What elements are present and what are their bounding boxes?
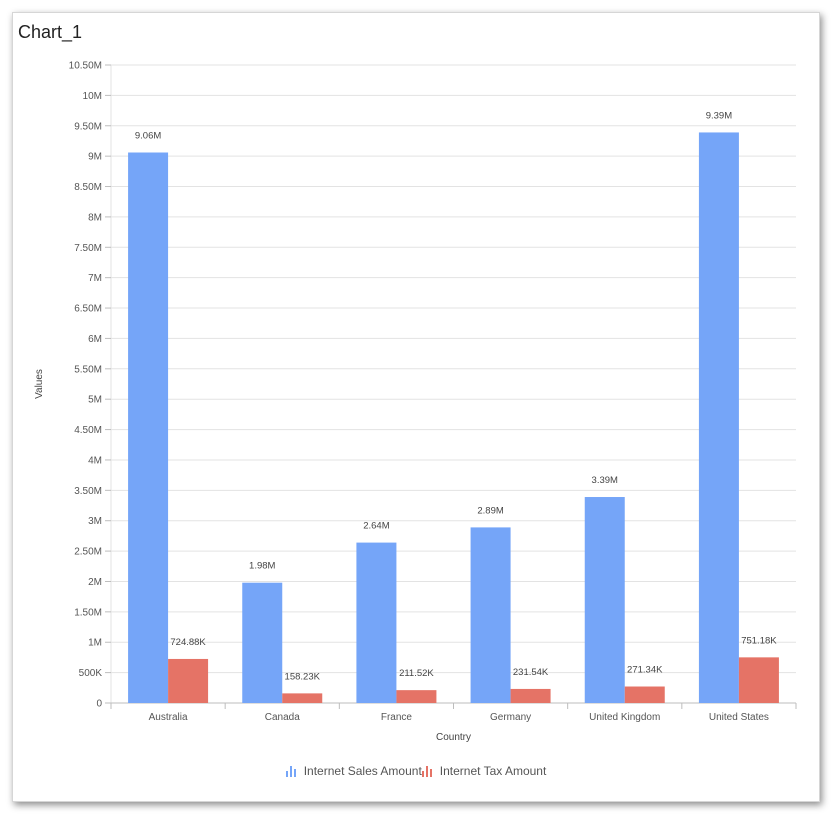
bar-tax[interactable] — [282, 693, 323, 703]
bar-chart-icon — [421, 765, 434, 777]
y-tick-label: 9M — [88, 152, 102, 163]
y-tick-label: 7.50M — [74, 243, 102, 254]
y-tick-label: 3.50M — [74, 486, 102, 497]
data-label-sales: 1.98M — [249, 561, 275, 572]
bars-layer — [128, 132, 779, 704]
data-label-tax: 271.34K — [627, 665, 663, 676]
y-tick-label: 4.50M — [74, 425, 102, 436]
legend-label-sales: Internet Sales Amount — [303, 764, 422, 778]
y-tick-label: 2M — [88, 577, 102, 588]
legend-item-tax[interactable]: Internet Tax Amount — [421, 764, 547, 778]
y-tick-label: 2.50M — [74, 547, 102, 558]
y-tick-label: 9.50M — [74, 121, 102, 132]
y-tick-label: 8M — [88, 212, 102, 223]
x-tick-label: United States — [709, 712, 769, 723]
x-axis-title: Country — [436, 732, 471, 743]
data-label-tax: 724.88K — [170, 637, 206, 648]
bar-sales[interactable] — [242, 582, 283, 703]
legend-item-sales[interactable]: Internet Sales Amount — [285, 764, 422, 778]
y-tick-label: 10.50M — [69, 61, 102, 72]
y-tick-label: 6M — [88, 334, 102, 345]
y-tick-label: 8.50M — [74, 182, 102, 193]
y-axis-title: Values — [34, 369, 45, 399]
bar-sales[interactable] — [470, 527, 511, 703]
x-tick-label: Australia — [149, 712, 188, 723]
y-tick-label: 1M — [88, 638, 102, 649]
data-label-sales: 2.64M — [363, 521, 389, 532]
bar-tax[interactable] — [168, 658, 209, 703]
y-tick-label: 1.50M — [74, 607, 102, 618]
y-tick-label: 4M — [88, 455, 102, 466]
y-axis-ticks: 0 500K 1M 1.50M 2M 2.50M 3M 3.50M 4M 4.50M 5M 5.50M… — [69, 61, 111, 710]
x-tick-label: France — [381, 712, 413, 723]
y-tick-label: 5M — [88, 395, 102, 406]
data-label-tax: 211.52K — [399, 668, 434, 679]
y-tick-label: 5.50M — [74, 364, 102, 375]
data-label-sales: 3.39M — [592, 475, 618, 486]
x-tick-label: Canada — [265, 712, 300, 723]
bar-tax[interactable] — [738, 657, 779, 703]
y-tick-label: 6.50M — [74, 304, 102, 315]
chart-card: Chart_1 0 500K 1M 1.50M 2M 2.50M 3M 3.50M 4M 4.50… — [12, 12, 820, 802]
chart-title: Chart_1 — [18, 22, 83, 42]
bar-sales[interactable] — [356, 542, 397, 703]
bar-sales[interactable] — [698, 132, 739, 704]
bar-tax[interactable] — [624, 686, 665, 703]
x-axis-ticks: Australia Canada France Germany United Kingd… — [110, 703, 797, 723]
x-tick-label: United Kingdom — [589, 712, 660, 723]
y-tick-label: 3M — [88, 516, 102, 527]
bar-tax[interactable] — [510, 688, 551, 703]
bar-chart-icon — [285, 765, 298, 777]
legend-label-tax: Internet Tax Amount — [439, 764, 547, 778]
y-tick-label: 7M — [88, 273, 102, 284]
data-label-sales: 9.39M — [706, 110, 732, 121]
y-tick-label: 10M — [83, 91, 102, 102]
y-tick-label: 0 — [96, 699, 102, 710]
data-labels-layer: 9.06M 724.88K 1.98M 158.23K 2.64M 211.52K 2.89… — [135, 110, 777, 682]
x-tick-label: Germany — [490, 712, 531, 723]
bar-tax[interactable] — [396, 690, 437, 703]
bar-chart: 0 500K 1M 1.50M 2M 2.50M 3M 3.50M 4M 4.50M 5M 5.50M… — [34, 61, 797, 743]
bar-sales[interactable] — [584, 497, 625, 703]
grid-layer — [110, 64, 796, 704]
data-label-sales: 2.89M — [477, 505, 503, 516]
data-label-tax: 751.18K — [741, 635, 777, 646]
bar-sales[interactable] — [128, 152, 169, 704]
data-label-sales: 9.06M — [135, 130, 161, 141]
y-tick-label: 500K — [79, 668, 103, 679]
data-label-tax: 158.23K — [285, 671, 321, 682]
chart-legend: Internet Sales Amount Internet Tax Amoun… — [13, 764, 819, 778]
data-label-tax: 231.54K — [513, 667, 549, 678]
